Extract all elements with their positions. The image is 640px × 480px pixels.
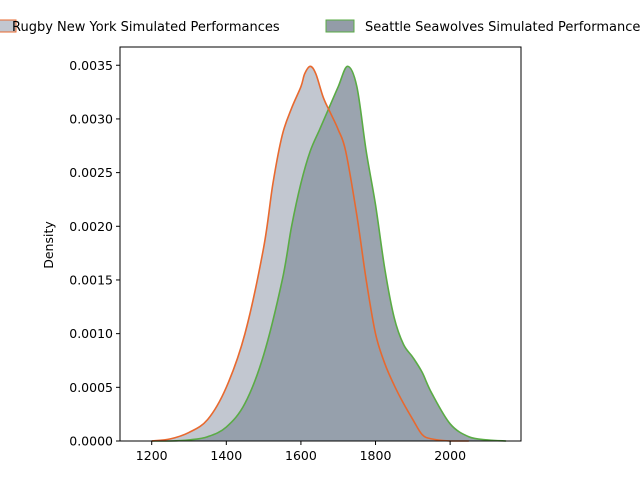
legend-label-1: Rugby New York Simulated Performances xyxy=(12,20,280,35)
y-tick-label: 0.0015 xyxy=(69,272,113,287)
series-2-line xyxy=(151,65,507,442)
x-tick-label: 1200 xyxy=(136,448,168,463)
x-tick-label: 1400 xyxy=(210,448,242,463)
density-fills xyxy=(151,66,507,441)
series-2-area xyxy=(151,66,507,441)
legend-label-2: Seattle Seawolves Simulated Performances xyxy=(365,20,640,35)
x-tick-label: 1600 xyxy=(285,448,317,463)
y-tick-label: 0.0025 xyxy=(69,165,113,180)
y-tick-label: 0.0030 xyxy=(69,111,113,126)
legend-swatch-1 xyxy=(0,19,17,33)
y-tick-label: 0.0035 xyxy=(69,58,113,73)
density-lines xyxy=(151,65,507,442)
y-tick-label: 0.0005 xyxy=(69,380,113,395)
y-axis-label: Density xyxy=(41,221,56,269)
y-tick-label: 0.0020 xyxy=(69,219,113,234)
series-1-line xyxy=(151,65,469,442)
y-tick-label: 0.0010 xyxy=(69,326,113,341)
legend: Rugby New York Simulated Performances Sea… xyxy=(0,19,640,35)
x-tick-label: 1800 xyxy=(360,448,392,463)
x-axis: 1200 1400 1600 1800 2000 xyxy=(136,441,466,463)
y-tick-label: 0.0000 xyxy=(69,434,113,449)
x-tick-label: 2000 xyxy=(434,448,466,463)
plot-frame xyxy=(119,46,522,442)
y-axis: 0.0000 0.0005 0.0010 0.0015 0.0020 0.0025 0.00… xyxy=(69,58,120,449)
legend-swatch-2 xyxy=(325,19,355,33)
